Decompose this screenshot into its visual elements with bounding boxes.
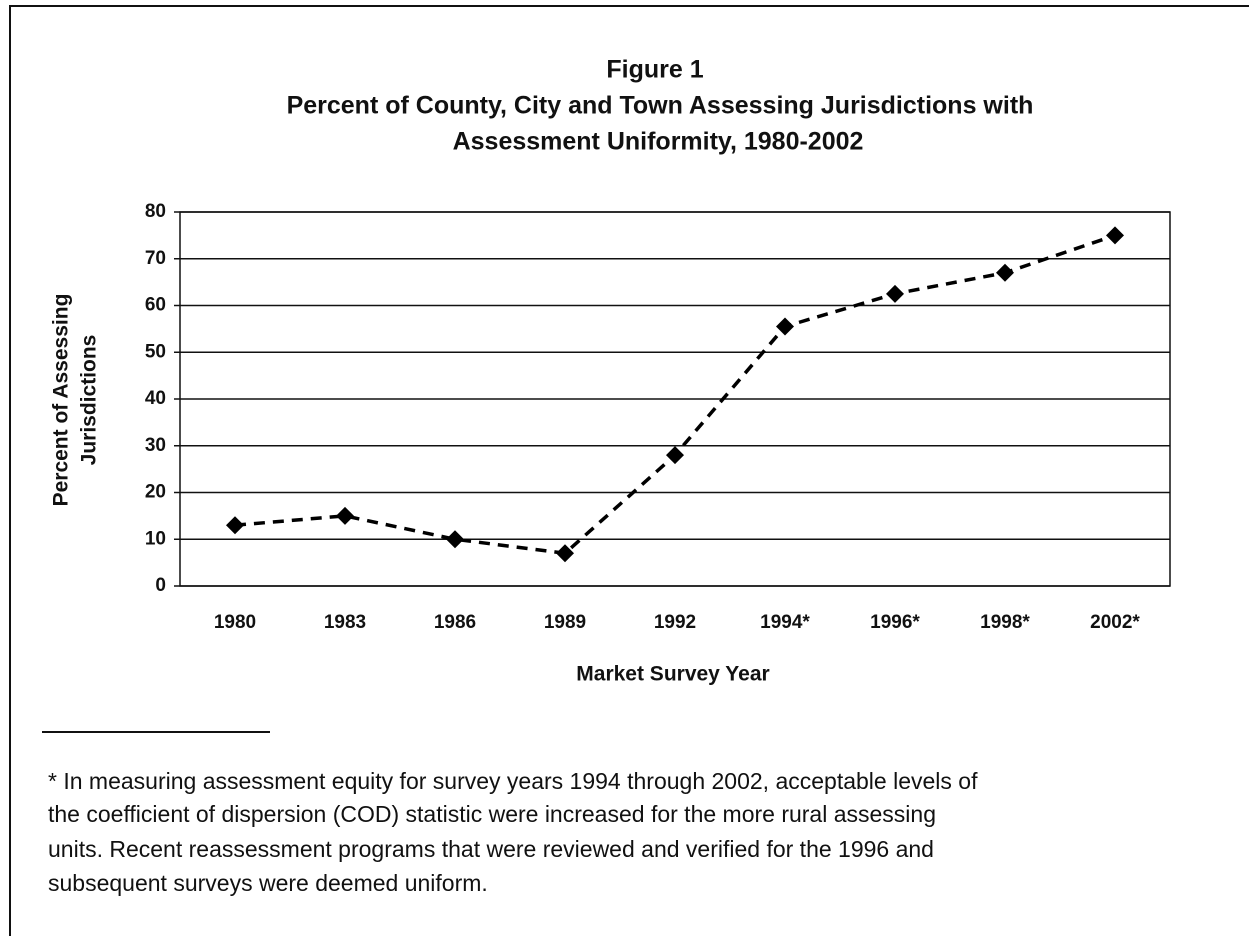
y-tick-label: 20 [145, 482, 166, 503]
marker [776, 317, 794, 336]
x-tick-label: 2002* [1090, 612, 1140, 633]
marker [226, 516, 244, 535]
footnote: subsequent surveys were deemed uniform. [48, 870, 488, 896]
chart-title: Figure 1 [606, 56, 703, 84]
x-axis-label: Market Survey Year [576, 663, 769, 686]
line [234, 233, 1116, 556]
y-tick-label: 40 [145, 388, 166, 409]
footnote: * In measuring assessment equity for sur… [48, 768, 978, 794]
marker [556, 544, 574, 563]
y-axis-label: Percent of Assessing [50, 294, 73, 507]
y-tick-label: 30 [145, 435, 166, 456]
x-tick-label: 1992 [654, 612, 696, 633]
y-tick-label: 80 [145, 201, 166, 222]
marker [446, 530, 464, 549]
footnote: the coefficient of dispersion (COD) stat… [48, 801, 936, 827]
y-tick-label: 10 [145, 528, 166, 549]
marker [336, 506, 354, 525]
chart-subtitle: Assessment Uniformity, 1980-2002 [453, 128, 864, 156]
x-tick-label: 1983 [324, 612, 366, 633]
x-tick-label: 1998* [980, 612, 1030, 633]
y-tick-label: 60 [145, 295, 166, 316]
y-axis-label: Jurisdictions [78, 335, 101, 466]
chart-subtitle: Percent of County, City and Town Assessi… [287, 92, 1034, 120]
y-tick-label: 0 [155, 575, 166, 596]
frame [9, 5, 1249, 936]
marker [666, 446, 684, 465]
x-tick-label: 1989 [544, 612, 586, 633]
y-tick-label: 70 [145, 248, 166, 269]
marker [996, 263, 1014, 282]
marker [1106, 226, 1124, 245]
y-tick-label: 50 [145, 341, 166, 362]
marker [886, 284, 904, 303]
footnote: units. Recent reassessment programs that… [48, 836, 934, 862]
x-tick-label: 1994* [760, 612, 810, 633]
x-tick-label: 1996* [870, 612, 920, 633]
x-tick-label: 1986 [434, 612, 476, 633]
plot-border [179, 211, 1171, 587]
x-tick-label: 1980 [214, 612, 256, 633]
